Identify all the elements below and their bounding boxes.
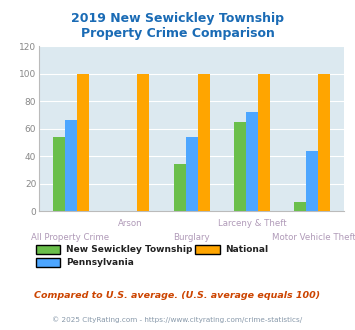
Text: 2019 New Sewickley Township
Property Crime Comparison: 2019 New Sewickley Township Property Cri… — [71, 12, 284, 40]
Bar — [186, 137, 198, 211]
Text: All Property Crime: All Property Crime — [31, 233, 109, 242]
Text: National: National — [225, 245, 268, 254]
Bar — [318, 74, 331, 211]
Text: Motor Vehicle Theft: Motor Vehicle Theft — [272, 233, 355, 242]
Text: Pennsylvania: Pennsylvania — [66, 258, 133, 267]
Text: © 2025 CityRating.com - https://www.cityrating.com/crime-statistics/: © 2025 CityRating.com - https://www.city… — [53, 316, 302, 323]
Bar — [258, 74, 270, 211]
Text: Arson: Arson — [118, 219, 143, 228]
Bar — [306, 151, 318, 211]
Bar — [137, 74, 149, 211]
Bar — [198, 74, 210, 211]
Bar — [174, 164, 186, 211]
Bar — [65, 120, 77, 211]
Bar — [246, 112, 258, 211]
Bar — [234, 122, 246, 211]
Bar — [294, 202, 306, 211]
Text: Compared to U.S. average. (U.S. average equals 100): Compared to U.S. average. (U.S. average … — [34, 291, 321, 300]
Text: New Sewickley Township: New Sewickley Township — [66, 245, 192, 254]
Bar — [77, 74, 89, 211]
Text: Larceny & Theft: Larceny & Theft — [218, 219, 287, 228]
Text: Burglary: Burglary — [173, 233, 210, 242]
Bar — [53, 137, 65, 211]
